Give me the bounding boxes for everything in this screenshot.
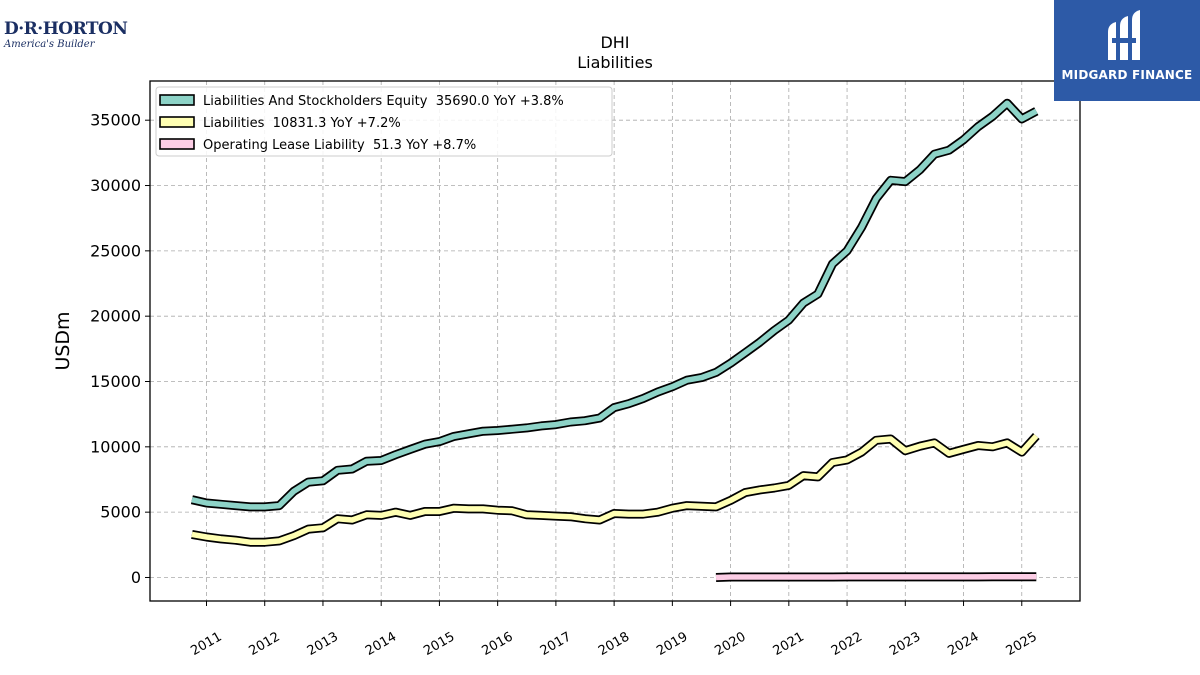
x-tick-label: 2020 <box>712 629 748 659</box>
series-lines <box>190 98 1040 582</box>
dr-horton-tagline: America's Builder <box>4 39 95 50</box>
x-tick-label: 2014 <box>363 629 399 659</box>
chart-subtitle: Liabilities <box>577 53 653 72</box>
midgard-finance-logo: MIDGARD FINANCE <box>1054 0 1200 101</box>
x-tick-label: 2024 <box>945 629 981 659</box>
x-tick-label: 2011 <box>188 629 224 659</box>
x-tick-label: 2019 <box>654 629 690 659</box>
series-1 <box>190 98 1039 512</box>
y-axis-ticks: 0 5000 10000 15000 20000 25000 30000 35000 <box>90 111 150 587</box>
series-line <box>715 574 1037 581</box>
x-tick-label: 2017 <box>538 629 574 659</box>
x-tick-label: 2013 <box>305 629 341 659</box>
legend-swatch <box>159 94 195 106</box>
legend-swatch <box>159 116 195 128</box>
dr-horton-logo: D·R·HORTON America's Builder <box>4 19 128 51</box>
x-tick-label: 2015 <box>421 629 457 659</box>
y-tick-label: 15000 <box>90 372 141 391</box>
grid-lines <box>150 81 1080 601</box>
y-axis-label: USDm <box>52 311 74 370</box>
series-line <box>191 434 1039 545</box>
y-tick-label: 20000 <box>90 307 141 326</box>
y-tick-label: 25000 <box>90 241 141 260</box>
legend-entry-label: Liabilities And Stockholders Equity 3569… <box>203 94 564 109</box>
x-tick-label: 2025 <box>1004 629 1040 659</box>
midgard-emblem-icon <box>1108 10 1140 60</box>
y-tick-label: 35000 <box>90 111 141 130</box>
x-tick-label: 2023 <box>887 629 923 659</box>
x-axis-ticks: 2011 2012 2013 2014 2015 2016 2017 2018 2019 2020… <box>188 601 1040 659</box>
legend-entry-label: Operating Lease Liability 51.3 YoY +8.7% <box>203 138 476 153</box>
chart-title: DHI <box>600 33 629 52</box>
series-2 <box>191 432 1040 547</box>
plot-frame <box>149 80 1081 602</box>
legend-entry-label: Liabilities 10831.3 YoY +7.2% <box>203 116 401 131</box>
x-tick-label: 2018 <box>596 629 632 659</box>
legend: Liabilities And Stockholders Equity 3569… <box>155 86 613 157</box>
y-tick-label: 5000 <box>100 503 141 522</box>
series-line <box>191 100 1038 510</box>
legend-swatch <box>159 138 195 150</box>
dr-horton-wordmark: D·R·HORTON <box>4 19 128 39</box>
y-tick-label: 0 <box>131 568 141 587</box>
x-tick-label: 2016 <box>479 629 515 659</box>
x-tick-label: 2022 <box>829 629 865 659</box>
x-tick-label: 2021 <box>771 629 807 659</box>
midgard-finance-wordmark: MIDGARD FINANCE <box>1061 68 1193 82</box>
x-tick-label: 2012 <box>247 629 283 659</box>
y-tick-label: 30000 <box>90 176 141 195</box>
series-3 <box>715 572 1037 582</box>
legend-box <box>155 86 613 157</box>
y-tick-label: 10000 <box>90 437 141 456</box>
